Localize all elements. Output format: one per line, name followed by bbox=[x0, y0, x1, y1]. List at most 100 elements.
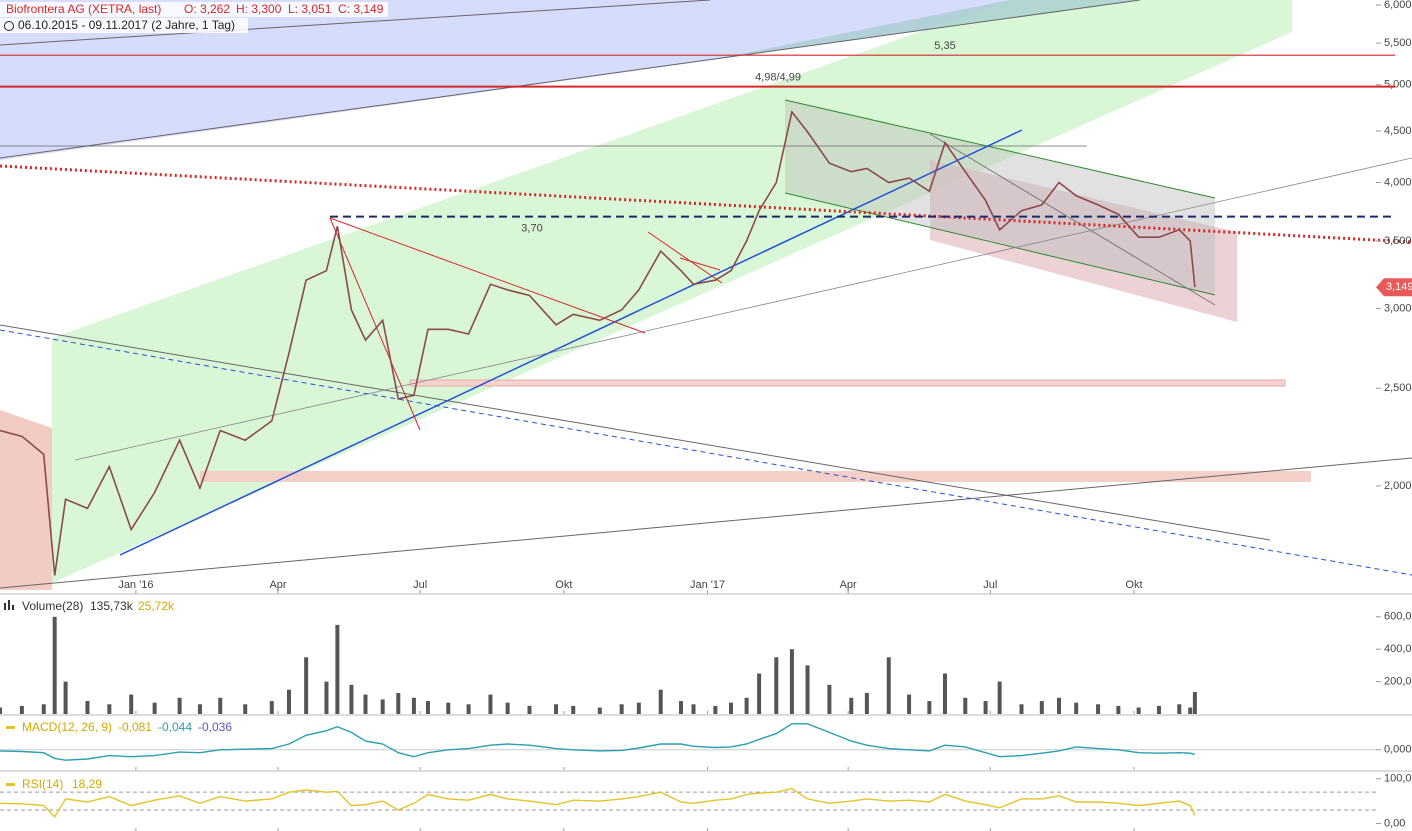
volume-bar bbox=[324, 681, 329, 714]
volume-bar bbox=[744, 697, 749, 714]
volume-bar bbox=[554, 704, 559, 714]
icon bbox=[6, 726, 15, 729]
volume-bar bbox=[864, 692, 869, 714]
indicator-line bbox=[0, 787, 1196, 818]
ohlc: C: 3,149 bbox=[338, 2, 384, 16]
header-bg bbox=[0, 18, 248, 33]
volume-bar bbox=[363, 694, 368, 714]
volume-bar bbox=[1136, 707, 1141, 714]
last-price-label: 3,149 bbox=[1386, 281, 1412, 293]
subtitle: 06.10.2015 - 09.11.2017 (2 Jahre, 1 Tag) bbox=[18, 18, 235, 32]
volume-bar bbox=[963, 697, 968, 714]
volume-bar bbox=[335, 624, 340, 714]
readout: -0,044 bbox=[158, 720, 192, 734]
volume-bar bbox=[488, 694, 493, 714]
trendline bbox=[0, 324, 1271, 541]
volume-bar bbox=[466, 704, 471, 714]
y-tick-label: 200,000 bbox=[1384, 676, 1412, 688]
x-tick-label: Okt bbox=[1125, 579, 1142, 591]
volume-bar bbox=[997, 681, 1002, 714]
trendline bbox=[647, 231, 723, 284]
volume-bar bbox=[927, 701, 932, 714]
y-tick-label: 2,000 bbox=[1384, 480, 1412, 492]
volume-bar bbox=[679, 701, 684, 714]
volume-bar bbox=[269, 701, 274, 714]
y-tick-label: 4,500 bbox=[1384, 125, 1412, 137]
volume-bar bbox=[396, 692, 401, 714]
readout: 25,72k bbox=[138, 599, 175, 613]
y-tick-label: 0,00 bbox=[1384, 817, 1405, 829]
volume-bar bbox=[425, 701, 430, 714]
x-tick-label: Apr bbox=[840, 579, 857, 591]
level-label: 4,98/4,99 bbox=[755, 71, 801, 83]
trendline bbox=[74, 157, 1412, 461]
band bbox=[409, 379, 1286, 387]
y-tick-label: 3,000 bbox=[1384, 302, 1412, 314]
clock-icon bbox=[4, 21, 14, 31]
x-tick-label: Jan '17 bbox=[690, 579, 725, 591]
volume-bar bbox=[571, 705, 576, 714]
volume-bar bbox=[85, 701, 90, 714]
y-tick-label: 0,000 bbox=[1384, 744, 1412, 756]
volume-bar bbox=[63, 681, 68, 714]
volume-bar bbox=[983, 701, 988, 714]
volume-bar bbox=[636, 702, 641, 714]
level-label: 3,70 bbox=[521, 223, 542, 235]
panel-title: MACD(12, 26, 9) bbox=[22, 720, 112, 734]
trendline bbox=[0, 329, 1412, 576]
volume-bar bbox=[349, 684, 354, 714]
trendline bbox=[784, 99, 1216, 199]
volume-bar bbox=[1156, 705, 1161, 714]
zone bbox=[0, 410, 52, 590]
x-tick-label: Apr bbox=[269, 579, 286, 591]
readout: 135,73k bbox=[90, 599, 134, 613]
band bbox=[200, 471, 1311, 482]
trendline bbox=[0, 457, 1412, 589]
chart-title: Biofrontera AG (XETRA, last) bbox=[6, 2, 161, 16]
volume-bar bbox=[218, 697, 223, 714]
volume-bar bbox=[197, 704, 202, 714]
volume-bar bbox=[527, 705, 532, 714]
volume-bar bbox=[304, 657, 309, 714]
volume-bar bbox=[597, 707, 602, 714]
volume-bar bbox=[505, 702, 510, 714]
volume-bar bbox=[619, 704, 624, 714]
volume-bar bbox=[446, 702, 451, 714]
trendline bbox=[784, 192, 1216, 296]
trendline bbox=[0, 0, 711, 46]
icon bbox=[12, 605, 14, 610]
panel-title: RSI(14) bbox=[22, 777, 63, 791]
y-tick-label: 4,000 bbox=[1384, 176, 1412, 188]
volume-bar bbox=[805, 665, 810, 714]
ohlc: H: 3,300 bbox=[236, 2, 282, 16]
icon bbox=[8, 600, 10, 610]
readout: -0,036 bbox=[198, 720, 232, 734]
volume-bar bbox=[774, 657, 779, 714]
volume-bar bbox=[849, 697, 854, 714]
trendline bbox=[679, 257, 721, 271]
y-tick-label: 600,000 bbox=[1384, 611, 1412, 623]
x-tick-label: Jan '16 bbox=[118, 579, 153, 591]
volume-bar bbox=[0, 707, 2, 714]
trendline bbox=[0, 164, 1412, 244]
y-tick-label: 5,000 bbox=[1384, 79, 1412, 91]
volume-bar bbox=[728, 702, 733, 714]
volume-bar bbox=[1039, 701, 1044, 714]
volume-bar bbox=[713, 705, 718, 714]
volume-bar bbox=[691, 704, 696, 714]
header-bg bbox=[0, 2, 388, 17]
y-tick-label: 3,500 bbox=[1384, 235, 1412, 247]
indicator-line bbox=[0, 723, 1196, 761]
trendline bbox=[329, 217, 646, 334]
volume-bar bbox=[41, 704, 46, 714]
readout: 18,29 bbox=[72, 777, 102, 791]
volume-bar bbox=[177, 697, 182, 714]
volume-bar bbox=[411, 697, 416, 714]
volume-bar bbox=[152, 702, 157, 714]
volume-bar bbox=[1019, 704, 1024, 714]
volume-bar bbox=[19, 705, 24, 714]
volume-bar bbox=[942, 673, 947, 714]
ohlc: L: 3,051 bbox=[288, 2, 332, 16]
